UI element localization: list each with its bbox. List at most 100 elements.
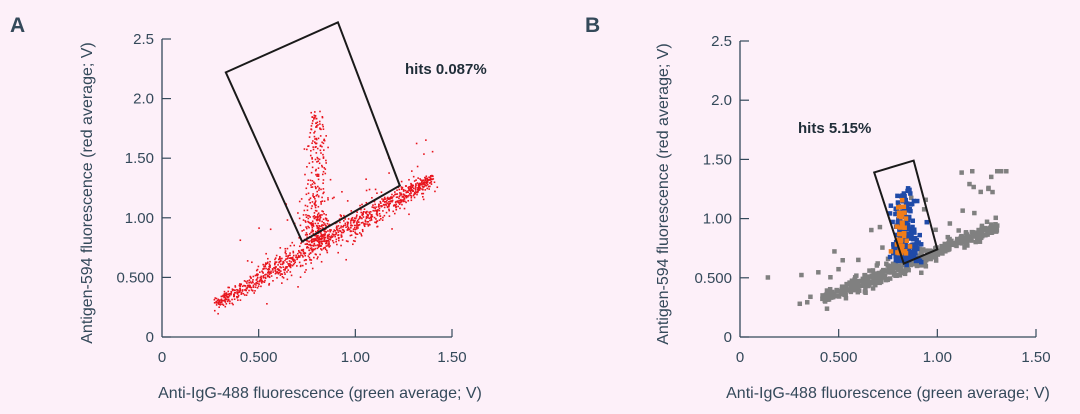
data-point — [350, 218, 353, 221]
data-point — [348, 228, 351, 231]
data-point — [327, 197, 329, 199]
data-point — [265, 252, 267, 255]
data-point — [288, 260, 291, 262]
data-point — [402, 199, 404, 201]
data-point — [950, 242, 956, 248]
data-point — [293, 244, 296, 247]
data-point — [419, 178, 421, 180]
data-point — [919, 251, 924, 257]
data-point — [317, 216, 320, 218]
data-point — [323, 234, 325, 236]
data-point — [281, 257, 283, 260]
data-point — [232, 303, 234, 306]
data-point — [419, 183, 421, 186]
data-point — [904, 238, 909, 243]
data-point — [888, 249, 894, 254]
data-point — [310, 262, 312, 264]
data-point — [246, 284, 249, 287]
data-point — [313, 196, 315, 199]
data-point — [329, 178, 332, 181]
data-point — [905, 225, 910, 231]
data-point — [231, 288, 234, 291]
data-point — [224, 305, 227, 308]
data-point — [324, 233, 327, 235]
data-point — [371, 196, 373, 199]
data-point — [320, 248, 322, 250]
data-point — [241, 290, 244, 292]
data-point — [223, 290, 226, 293]
data-point — [978, 189, 983, 195]
data-point — [324, 223, 326, 225]
data-point — [217, 312, 219, 315]
data-point — [328, 242, 330, 245]
data-point — [319, 127, 321, 129]
data-point — [256, 268, 259, 271]
data-point — [421, 180, 423, 182]
data-point — [320, 244, 322, 247]
data-point — [335, 240, 337, 243]
data-point — [409, 189, 411, 192]
x-axis-label: Anti-IgG-488 fluorescence (green average… — [158, 385, 482, 402]
data-point — [880, 245, 885, 250]
data-point — [349, 220, 352, 222]
data-point — [268, 273, 271, 275]
data-point — [279, 256, 281, 259]
data-point — [411, 184, 414, 186]
data-point — [311, 161, 314, 163]
data-point — [319, 235, 322, 237]
data-point — [304, 252, 307, 254]
data-point — [254, 286, 257, 288]
data-point — [890, 264, 895, 269]
data-point — [388, 208, 390, 211]
data-point — [911, 242, 917, 247]
data-point — [285, 266, 287, 268]
data-point — [396, 196, 399, 198]
data-point — [299, 276, 302, 278]
data-point — [374, 207, 377, 210]
data-point — [309, 259, 311, 261]
data-point — [982, 225, 988, 231]
data-point — [364, 219, 367, 222]
data-point — [365, 212, 367, 214]
data-point — [887, 264, 892, 269]
data-point — [260, 275, 262, 278]
data-point — [224, 294, 226, 297]
data-point — [415, 191, 418, 194]
data-point — [379, 200, 382, 203]
data-point — [242, 292, 245, 295]
data-point — [398, 188, 401, 191]
data-point — [311, 186, 314, 188]
data-point — [892, 248, 898, 253]
data-point — [289, 266, 292, 269]
data-point — [314, 111, 316, 113]
data-point — [274, 267, 277, 270]
data-point — [990, 189, 995, 195]
data-point — [904, 265, 909, 270]
data-point — [321, 145, 323, 148]
data-point — [306, 242, 308, 245]
data-point — [292, 259, 295, 261]
data-point — [836, 294, 842, 299]
data-point — [856, 257, 861, 263]
data-point — [321, 141, 323, 144]
data-point — [403, 197, 405, 199]
data-point — [317, 212, 320, 215]
data-point — [416, 193, 418, 196]
data-point — [235, 295, 238, 298]
data-point — [266, 302, 268, 305]
data-point — [911, 246, 916, 252]
y-tick-label: 2.0 — [133, 91, 154, 108]
data-point — [904, 262, 909, 268]
data-point — [922, 262, 928, 268]
data-point — [341, 228, 344, 231]
data-point — [884, 261, 889, 267]
data-point — [277, 272, 280, 275]
data-point — [313, 217, 316, 220]
data-point — [250, 289, 253, 291]
data-point — [310, 184, 312, 186]
data-point — [314, 234, 317, 237]
data-point — [398, 197, 400, 200]
data-point — [312, 148, 315, 151]
data-point — [324, 172, 327, 175]
data-point — [337, 225, 340, 227]
